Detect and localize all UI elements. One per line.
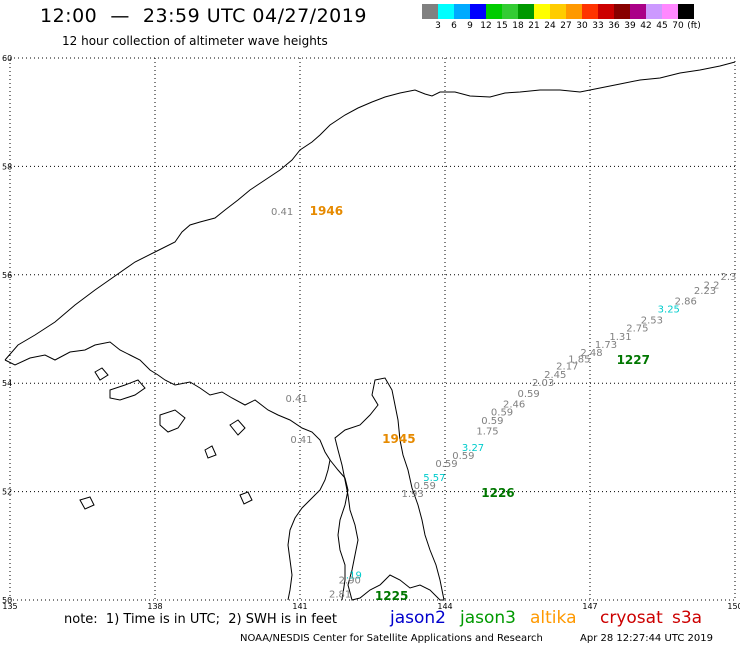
colorbar-swatch (422, 4, 438, 19)
wave-height-value: 3.25 (658, 305, 680, 316)
longitude-label: 147 (582, 602, 597, 611)
wave-height-value: 2.17 (556, 362, 578, 373)
legend-jason3: jason3 (460, 608, 516, 628)
longitude-label: 138 (147, 602, 162, 611)
longitude-label: 135 (2, 602, 17, 611)
legend-s3a: s3a (672, 608, 703, 628)
colorbar-label: 15 (496, 21, 508, 31)
wave-height-value: 0.41 (290, 435, 312, 446)
wave-height-value: 2.23 (694, 286, 716, 297)
map-title: 12:00 — 23:59 UTC 04/27/2019 (40, 5, 367, 27)
wave-height-value: 1.85 (568, 355, 590, 366)
legend-cryosat: cryosat (600, 608, 663, 628)
wave-height-value: 1.93 (402, 489, 424, 500)
latitude-label: 58 (2, 162, 12, 171)
colorbar-swatch (678, 4, 694, 19)
colorbar-swatch (486, 4, 502, 19)
wave-height-value: 1.75 (476, 427, 498, 438)
wave-height-value: 2.53 (641, 316, 663, 327)
colorbar-swatch (566, 4, 582, 19)
pass-time-label: 1225 (375, 589, 408, 603)
coastline (4, 61, 736, 601)
wave-height-value: 2.86 (675, 297, 697, 308)
altimeter-tracks: 0.410.410.412.32.22.232.863.252.532.751.… (271, 204, 736, 603)
wave-height-value: 2.2 (704, 280, 720, 291)
legend-altika: altika (530, 608, 577, 628)
colorbar-label: 6 (451, 21, 457, 31)
colorbar-label: 24 (544, 21, 556, 31)
colorbar-swatch (646, 4, 662, 19)
footer-note: note: 1) Time is in UTC; 2) SWH is in fe… (64, 612, 337, 627)
colorbar-swatch (502, 4, 518, 19)
colorbar-swatch (662, 4, 678, 19)
wave-height-value: 2.90 (339, 576, 361, 587)
wave-height-value: 0.41 (286, 394, 308, 405)
wave-height-value: 1.73 (595, 340, 617, 351)
wave-height-value: 5.57 (423, 473, 445, 484)
credit-text: NOAA/NESDIS Center for Satellite Applica… (240, 633, 543, 644)
pass-time-label: 1227 (617, 353, 650, 367)
colorbar-swatch (438, 4, 454, 19)
pass-time-label: 1226 (481, 486, 514, 500)
wave-height-value: 0.59 (435, 459, 457, 470)
wave-height-value: 1.31 (609, 332, 631, 343)
pass-time-label: 1946 (310, 204, 343, 218)
colorbar-label: 39 (624, 21, 636, 31)
colorbar-label: 12 (480, 21, 492, 31)
colorbar-swatch (518, 4, 534, 19)
wave-height-value: 0.59 (481, 416, 503, 427)
wave-height-value: 2.48 (580, 348, 602, 359)
wave-height-value: 0.41 (271, 207, 293, 218)
longitude-label: 141 (292, 602, 307, 611)
colorbar-label: 36 (608, 21, 620, 31)
colorbar-label: 3 (435, 21, 441, 31)
colorbar-label: (ft) (687, 21, 701, 31)
map-subtitle: 12 hour collection of altimeter wave hei… (62, 34, 328, 48)
pass-time-label: 1945 (382, 432, 415, 446)
colorbar-label: 45 (656, 21, 668, 31)
colorbar-label: 70 (672, 21, 684, 31)
colorbar-swatch (630, 4, 646, 19)
latitude-label: 54 (2, 379, 12, 388)
wave-height-value: 2.03 (532, 378, 554, 389)
wave-height-value: 2.81 (329, 589, 351, 600)
map-frame (9, 57, 736, 601)
colorbar-swatch (454, 4, 470, 19)
wave-height-value: 2.46 (503, 400, 525, 411)
longitude-label: 144 (437, 602, 452, 611)
colorbar-swatch (582, 4, 598, 19)
latitude-label: 60 (2, 54, 12, 63)
colorbar-swatch (614, 4, 630, 19)
colorbar-label: 30 (576, 21, 588, 31)
latitude-label: 52 (2, 488, 12, 497)
wave-height-value: 3.27 (462, 443, 484, 454)
colorbar-swatch (470, 4, 486, 19)
wave-height-value: 0.59 (518, 389, 540, 400)
colorbar-label: 33 (592, 21, 604, 31)
wave-height-value: 0.59 (452, 451, 474, 462)
colorbar-swatch (598, 4, 614, 19)
wave-height-value: 0.59 (414, 481, 436, 492)
generation-timestamp: Apr 28 12:27:44 UTC 2019 (580, 633, 713, 644)
wave-height-value: 2.75 (626, 324, 648, 335)
colorbar-swatch (534, 4, 550, 19)
wave-height-value: 2.3 (721, 272, 737, 283)
latitude-label: 56 (2, 271, 12, 280)
colorbar-label: 42 (640, 21, 652, 31)
wave-height-value: .19 (346, 570, 362, 581)
wave-height-value: 0.59 (491, 408, 513, 419)
legend-jason2: jason2 (390, 608, 446, 628)
longitude-label: 150 (727, 602, 740, 611)
colorbar-label: 18 (512, 21, 524, 31)
wave-height-colorbar (422, 4, 694, 19)
wave-height-value: 2.45 (544, 370, 566, 381)
colorbar-label: 9 (467, 21, 473, 31)
colorbar-label: 27 (560, 21, 572, 31)
colorbar-label: 21 (528, 21, 540, 31)
colorbar-swatch (550, 4, 566, 19)
latitude-label: 50 (2, 596, 12, 605)
